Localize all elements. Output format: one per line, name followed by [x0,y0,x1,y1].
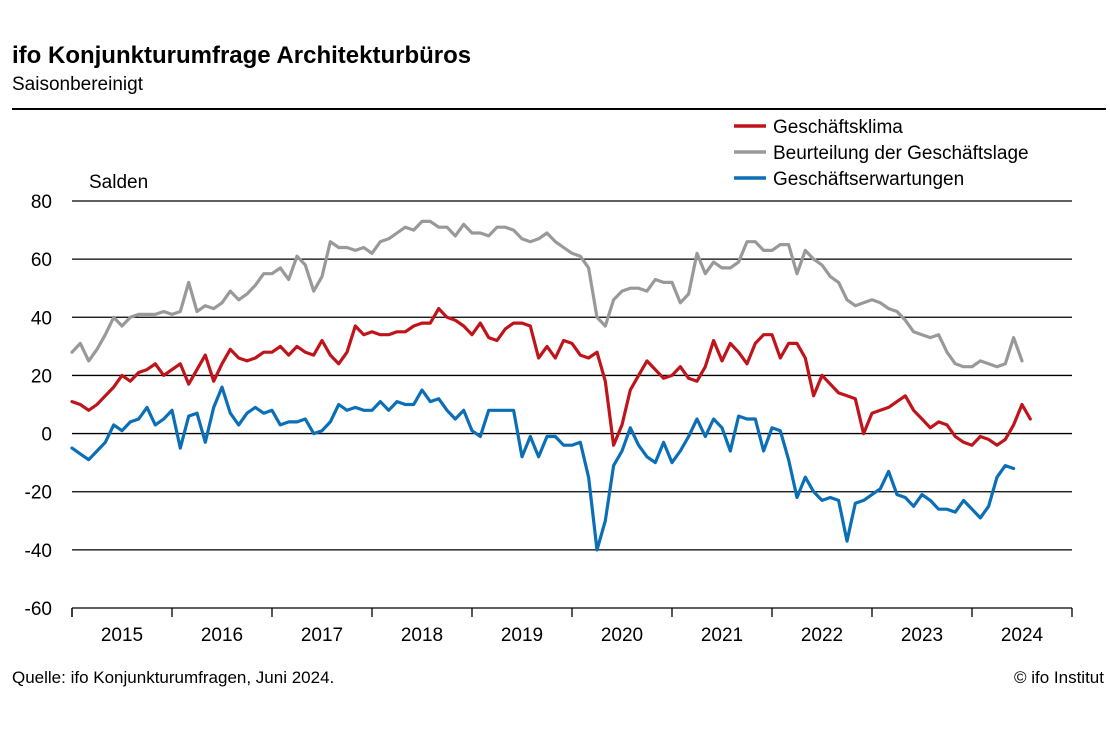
y-tick-label: -40 [25,541,52,562]
y-tick-label: 60 [31,250,52,271]
x-tick-label: 2021 [701,625,743,646]
series-lines [70,219,1032,552]
chart-title: ifo Konjunkturumfrage Architekturbüros [12,42,472,69]
y-tick-label: -20 [25,483,52,504]
x-tick-label: 2020 [601,625,643,646]
x-tick-label: 2022 [801,625,843,646]
title-divider [12,108,1106,110]
x-tick-label: 2015 [101,625,143,646]
y-axis-label: Salden [89,172,148,193]
x-tick-label: 2019 [501,625,543,646]
y-tick-label: 20 [31,366,52,387]
x-tick-label: 2017 [301,625,343,646]
legend-label-erwartungen: Geschäftserwartungen [773,169,964,190]
legend-label-klima: Geschäftsklima [773,117,903,138]
y-tick-label: -60 [25,599,52,620]
x-axis: 2015 2016 2017 2018 2019 2020 2021 2022 2023 2024 [71,608,1073,646]
series-line-lage [70,219,1024,369]
x-tick-label: 2016 [201,625,243,646]
series-line-klima [70,307,1032,447]
x-tick-label: 2018 [401,625,443,646]
chart-subtitle: Saisonbereinigt [12,74,143,95]
gridlines [72,200,1072,609]
legend-label-lage: Beurteilung der Geschäftslage [773,143,1029,164]
y-tick-label: 80 [31,192,52,213]
source-note: Quelle: ifo Konjunkturumfragen, Juni 202… [12,668,335,687]
legend: Geschäftsklima Beurteilung der Geschäftsl… [734,117,1029,190]
y-tick-label: 40 [31,308,52,329]
copyright-note: © ifo Institut [1013,668,1104,687]
x-tick-label: 2024 [1001,625,1044,646]
series-line-erwartungen [70,385,1016,552]
y-tick-label: 0 [41,425,52,446]
y-axis: 80 60 40 20 0 -20 -40 -60 [25,192,52,620]
x-tick-label: 2023 [901,625,943,646]
